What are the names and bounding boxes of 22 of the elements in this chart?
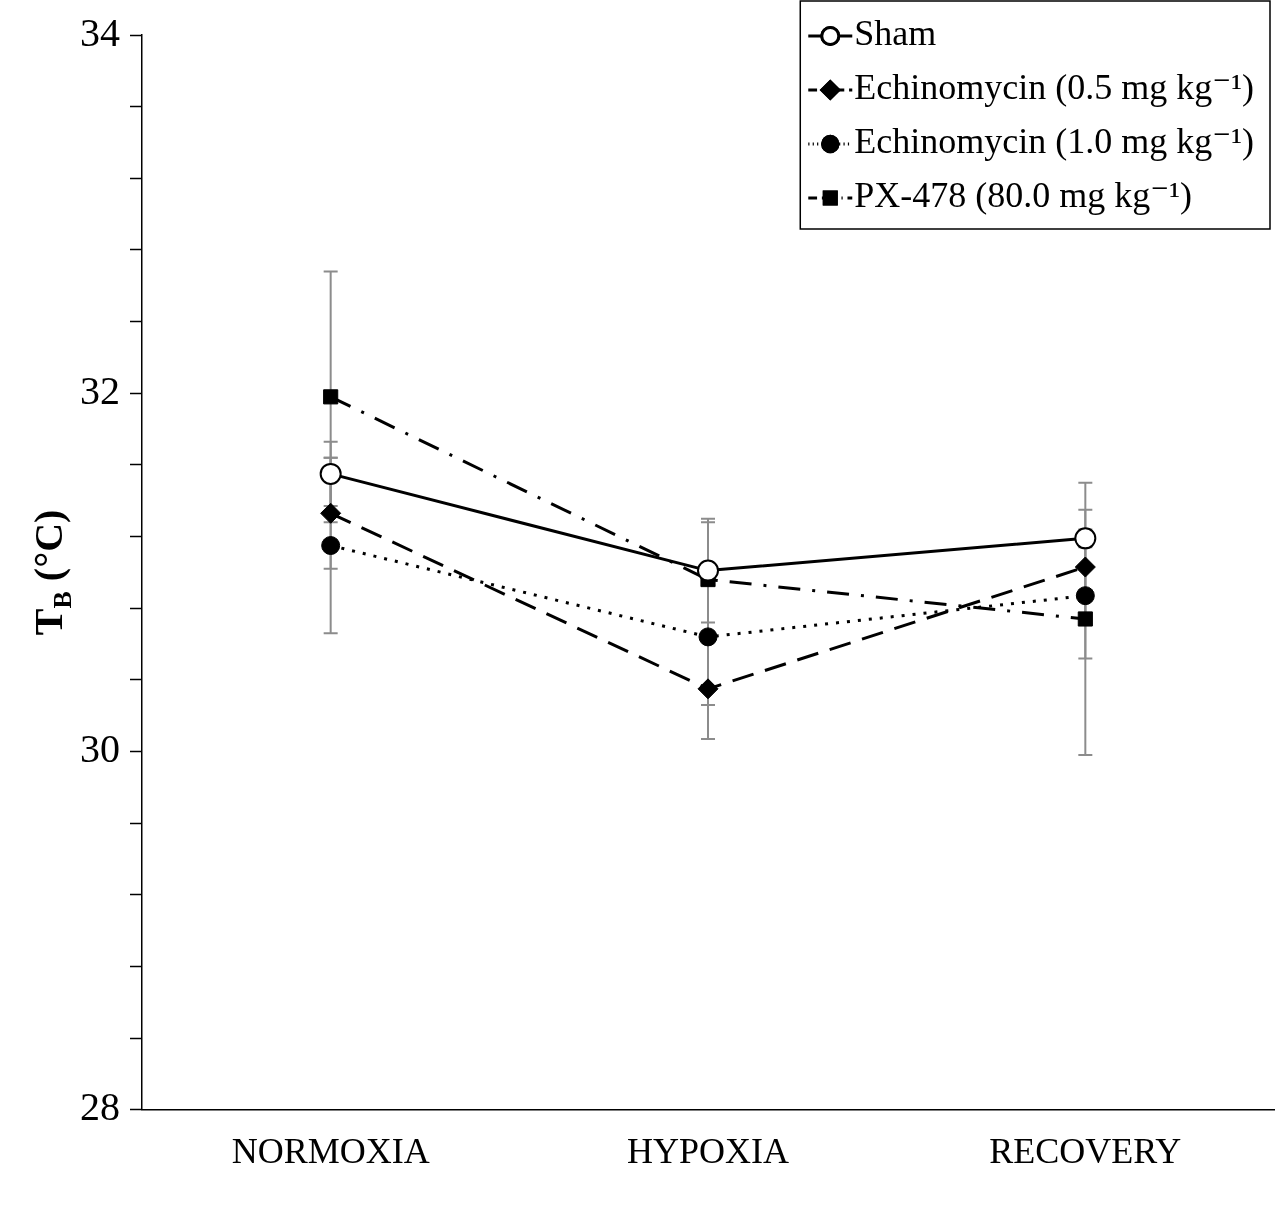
legend-label: Echinomycin (0.5 mg kg⁻¹)	[854, 67, 1255, 108]
y-tick-label: 34	[80, 9, 120, 55]
point	[698, 627, 718, 647]
point	[1077, 611, 1093, 627]
legend-label: PX-478 (80.0 mg kg⁻¹)	[854, 175, 1193, 216]
point	[319, 462, 342, 485]
x-tick-label: NORMOXIA	[231, 1130, 430, 1171]
legend-label: Sham	[854, 13, 937, 54]
x-tick-label: RECOVERY	[989, 1130, 1182, 1171]
point	[321, 536, 341, 556]
x-tick-label: HYPOXIA	[627, 1130, 789, 1171]
y-tick-label: 30	[80, 726, 120, 772]
y-axis-title: TB (°C)	[26, 509, 77, 636]
y-tick-label: 28	[80, 1084, 120, 1130]
point	[323, 389, 339, 405]
point	[1075, 586, 1095, 606]
point	[697, 559, 719, 582]
point	[320, 502, 342, 524]
y-tick-label: 32	[80, 367, 120, 413]
legend-label: Echinomycin (1.0 mg kg⁻¹)	[854, 121, 1255, 162]
point	[1074, 556, 1096, 578]
point	[697, 678, 719, 700]
